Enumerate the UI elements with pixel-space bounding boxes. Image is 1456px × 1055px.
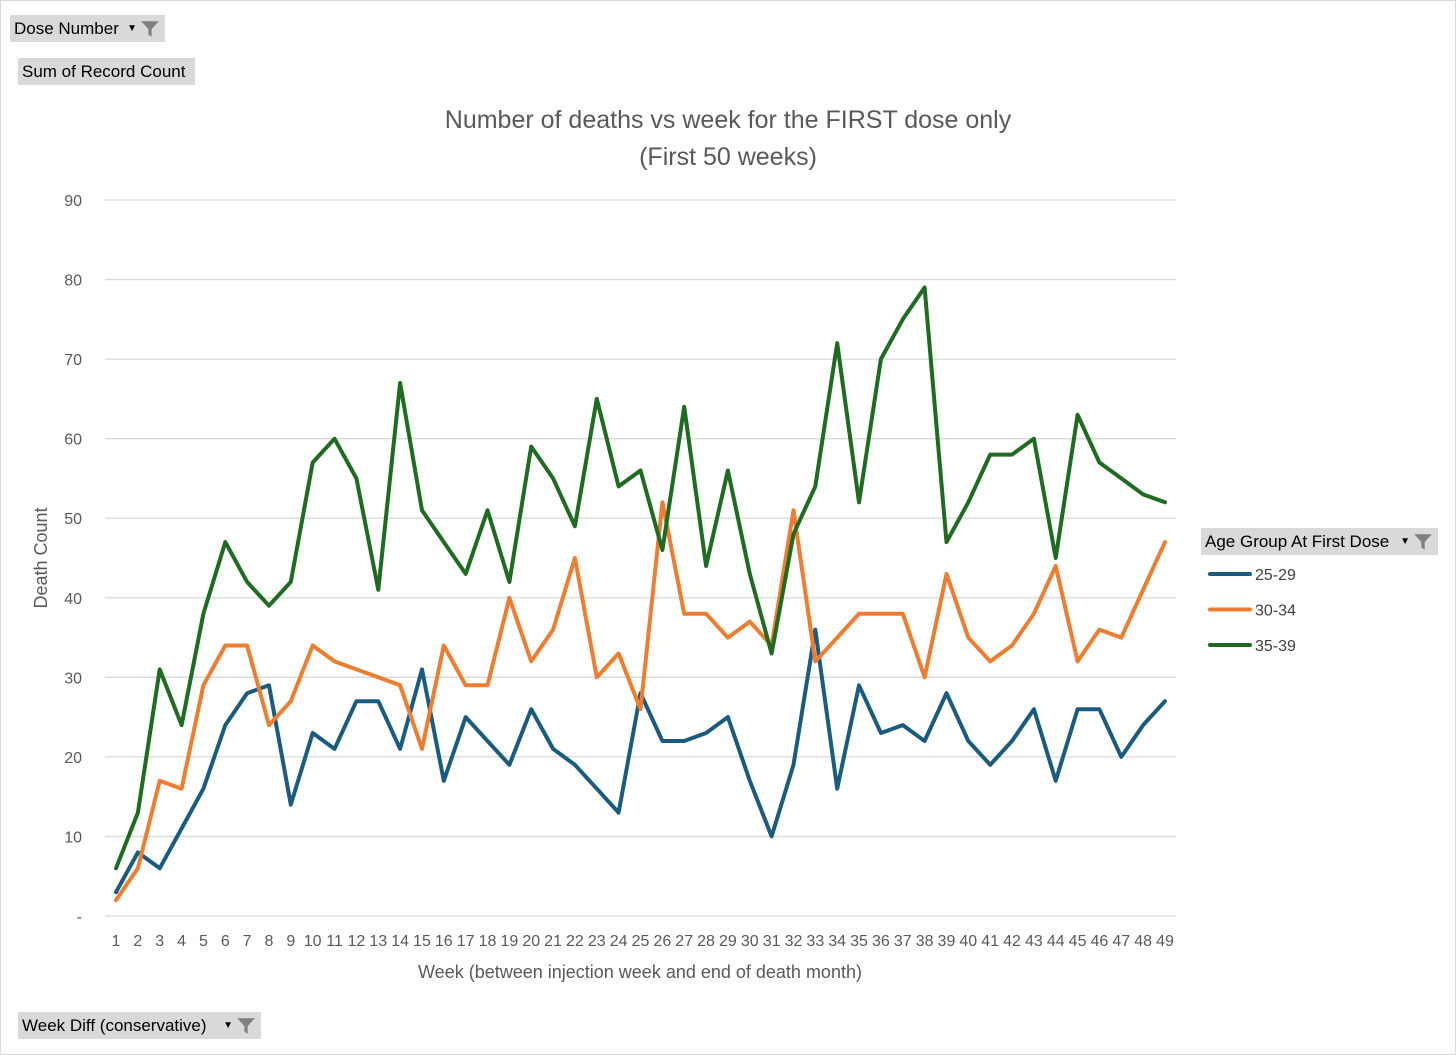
x-tick-label: 35 bbox=[850, 933, 868, 950]
x-tick-label: 43 bbox=[1025, 933, 1043, 950]
age-group-filter-button[interactable]: Age Group At First Dose ▼ bbox=[1201, 528, 1438, 555]
x-tick-label: 24 bbox=[610, 933, 628, 950]
x-tick-label: 3 bbox=[155, 933, 164, 950]
x-tick-label: 13 bbox=[369, 933, 387, 950]
x-tick-label: 9 bbox=[286, 933, 295, 950]
x-tick-label: 15 bbox=[413, 933, 431, 950]
legend: 25-29 30-34 35-39 bbox=[1208, 567, 1296, 655]
x-tick-label: 5 bbox=[199, 933, 208, 950]
x-tick-label: 36 bbox=[872, 933, 890, 950]
y-tick-label: 30 bbox=[64, 670, 82, 687]
x-tick-label: 14 bbox=[391, 933, 409, 950]
x-tick-label: 32 bbox=[785, 933, 803, 950]
x-tick-label: 10 bbox=[304, 933, 322, 950]
filter-icon bbox=[1414, 533, 1432, 550]
x-tick-label: 21 bbox=[544, 933, 562, 950]
dropdown-arrow-icon: ▼ bbox=[127, 23, 137, 34]
x-tick-label: 25 bbox=[632, 933, 650, 950]
y-tick-label: 80 bbox=[64, 273, 82, 290]
y-tick-label: 70 bbox=[64, 352, 82, 369]
x-tick-label: 19 bbox=[500, 933, 518, 950]
y-tick-label: - bbox=[77, 909, 82, 926]
sum-of-record-count-button[interactable]: Sum of Record Count bbox=[18, 58, 195, 85]
x-tick-label: 1 bbox=[112, 933, 121, 950]
sum-field-label: Sum of Record Count bbox=[22, 61, 186, 81]
series-line-30-34 bbox=[114, 500, 1167, 903]
series-line-25-29 bbox=[114, 627, 1167, 895]
x-tick-label: 30 bbox=[741, 933, 759, 950]
x-tick-label: 17 bbox=[457, 933, 475, 950]
y-tick-label: 50 bbox=[64, 511, 82, 528]
y-tick-label: 90 bbox=[64, 193, 82, 210]
week-diff-label: Week Diff (conservative) bbox=[22, 1015, 207, 1035]
dropdown-arrow-icon: ▼ bbox=[1400, 536, 1410, 547]
x-tick-label: 48 bbox=[1134, 933, 1152, 950]
x-axis-ticks: 1 2 3 4 5 6 7 8 9 10 11 12 13 14 15 16 17 18 19 20 21 22 23 24 2… bbox=[112, 933, 1174, 950]
x-tick-label: 7 bbox=[243, 933, 252, 950]
x-tick-label: 23 bbox=[588, 933, 606, 950]
x-tick-label: 18 bbox=[479, 933, 497, 950]
x-tick-label: 40 bbox=[959, 933, 977, 950]
y-axis-title: Death Count bbox=[31, 507, 51, 608]
x-tick-label: 47 bbox=[1112, 933, 1130, 950]
filter-icon bbox=[141, 20, 159, 37]
y-tick-label: 20 bbox=[64, 750, 82, 767]
x-tick-label: 12 bbox=[347, 933, 365, 950]
x-tick-label: 26 bbox=[653, 933, 671, 950]
series-line-35-39 bbox=[114, 285, 1167, 871]
x-tick-label: 11 bbox=[326, 933, 343, 950]
x-axis-title: Week (between injection week and end of … bbox=[418, 962, 862, 982]
legend-label: 30-34 bbox=[1255, 603, 1296, 620]
age-group-label: Age Group At First Dose bbox=[1205, 531, 1390, 551]
dose-number-label: Dose Number bbox=[14, 18, 119, 38]
gridlines bbox=[105, 199, 1176, 917]
x-tick-label: 33 bbox=[806, 933, 824, 950]
legend-label: 35-39 bbox=[1255, 638, 1296, 655]
filter-icon bbox=[237, 1017, 255, 1034]
x-tick-label: 2 bbox=[133, 933, 142, 950]
x-tick-label: 31 bbox=[763, 933, 781, 950]
x-tick-label: 39 bbox=[938, 933, 956, 950]
x-tick-label: 20 bbox=[522, 933, 540, 950]
week-diff-filter-button[interactable]: Week Diff (conservative) ▼ bbox=[18, 1012, 261, 1039]
x-tick-label: 41 bbox=[981, 933, 999, 950]
x-tick-label: 49 bbox=[1156, 933, 1174, 950]
dropdown-arrow-icon: ▼ bbox=[223, 1020, 233, 1031]
x-tick-label: 37 bbox=[894, 933, 912, 950]
x-tick-label: 4 bbox=[177, 933, 186, 950]
chart-subtitle: (First 50 weeks) bbox=[639, 143, 817, 171]
x-tick-label: 6 bbox=[221, 933, 230, 950]
y-tick-label: 10 bbox=[64, 829, 82, 846]
x-tick-label: 22 bbox=[566, 933, 584, 950]
x-tick-label: 42 bbox=[1003, 933, 1021, 950]
y-axis-ticks: - 10 20 30 40 50 60 70 80 90 bbox=[64, 193, 82, 926]
x-tick-label: 46 bbox=[1091, 933, 1109, 950]
series-lines bbox=[114, 285, 1167, 903]
x-tick-label: 34 bbox=[828, 933, 846, 950]
x-tick-label: 45 bbox=[1069, 933, 1087, 950]
y-tick-label: 60 bbox=[64, 432, 82, 449]
y-tick-label: 40 bbox=[64, 591, 82, 608]
x-tick-label: 38 bbox=[916, 933, 934, 950]
chart-title: Number of deaths vs week for the FIRST d… bbox=[445, 106, 1012, 134]
x-tick-label: 44 bbox=[1047, 933, 1065, 950]
x-tick-label: 8 bbox=[265, 933, 274, 950]
x-tick-label: 27 bbox=[675, 933, 693, 950]
legend-label: 25-29 bbox=[1255, 567, 1296, 584]
x-tick-label: 29 bbox=[719, 933, 737, 950]
x-tick-label: 16 bbox=[435, 933, 453, 950]
dose-number-filter-button[interactable]: Dose Number ▼ bbox=[10, 15, 165, 42]
x-tick-label: 28 bbox=[697, 933, 715, 950]
